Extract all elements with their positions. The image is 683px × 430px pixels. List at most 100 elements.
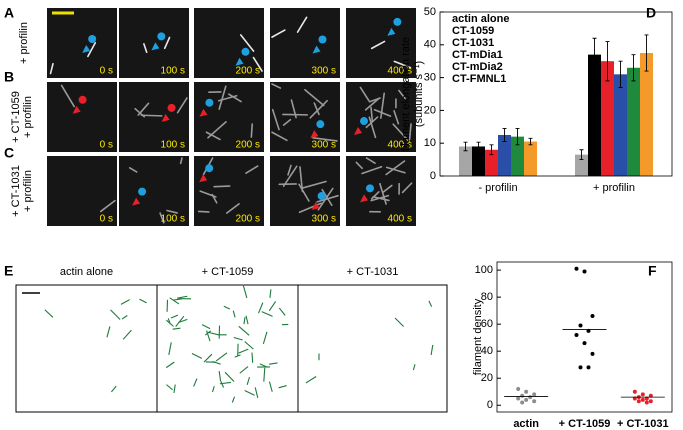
marker-arrow	[387, 27, 396, 36]
trace-filament	[246, 376, 251, 385]
filament	[372, 196, 390, 202]
filament	[166, 209, 178, 214]
filament	[408, 123, 412, 141]
y-axis-label: filament elongation rate	[400, 37, 412, 151]
trace-filament	[262, 331, 268, 345]
filament	[60, 84, 75, 108]
dot	[590, 351, 595, 356]
trace-filament	[173, 384, 176, 394]
dot	[574, 266, 579, 271]
y-tick-label: 0	[430, 170, 436, 182]
filament	[370, 194, 390, 202]
filament	[365, 157, 376, 164]
filament	[370, 106, 374, 123]
time-label: 100 s	[161, 214, 185, 225]
trace-filament	[278, 385, 287, 389]
trace-filament	[238, 348, 249, 354]
trace-filament	[234, 354, 241, 358]
trace-filament	[394, 317, 404, 327]
filament	[87, 41, 97, 58]
trace-filament	[203, 353, 213, 363]
dot	[516, 387, 521, 392]
dot	[532, 399, 537, 404]
filament	[225, 203, 240, 214]
y-tick-label: 50	[424, 6, 436, 18]
marker-dot	[157, 32, 166, 41]
y-tick-label: 20	[481, 372, 493, 384]
dot	[586, 365, 591, 370]
marker-dot	[393, 17, 402, 26]
trace-filament	[244, 341, 254, 350]
trace-filament	[428, 300, 433, 307]
filament	[228, 93, 242, 103]
filament	[213, 185, 231, 188]
row-label: + profilin	[18, 22, 30, 64]
filament	[218, 85, 227, 110]
marker-dot	[318, 35, 327, 44]
marker-arrow	[235, 57, 244, 66]
panel-letter: A	[4, 5, 14, 21]
error-bar	[515, 127, 520, 146]
filament	[385, 166, 406, 174]
trace-filament	[245, 315, 249, 325]
dot	[520, 393, 525, 398]
dot	[524, 389, 529, 394]
trace-filament	[111, 385, 117, 393]
dot	[640, 392, 645, 397]
filament	[287, 164, 292, 176]
filament	[290, 99, 297, 119]
marker-arrow	[161, 113, 170, 122]
row-label: + profilin	[22, 96, 34, 138]
filament	[296, 16, 308, 33]
filament	[368, 97, 381, 103]
dot	[574, 332, 579, 337]
marker-arrow	[354, 127, 363, 136]
filament	[316, 194, 339, 203]
time-label: 300 s	[312, 66, 336, 77]
x-tick-label: actin	[513, 418, 539, 430]
filament	[313, 102, 320, 116]
bar	[614, 74, 627, 176]
trace-title: + CT-1059	[202, 266, 254, 278]
trace-filament	[251, 352, 254, 363]
row-label: + CT-1031	[10, 165, 22, 217]
y-tick-label: 60	[481, 318, 493, 330]
filament	[401, 182, 413, 194]
trace-filament	[120, 299, 130, 305]
trace-filament	[193, 378, 198, 387]
bar	[459, 146, 472, 176]
marker-arrow	[310, 130, 319, 139]
time-label: 300 s	[312, 140, 336, 151]
dot	[590, 314, 595, 319]
filament	[271, 29, 286, 38]
filament	[49, 62, 54, 75]
panel-letter: C	[4, 145, 14, 161]
filament	[385, 160, 406, 176]
filament	[361, 165, 383, 175]
filament	[355, 161, 363, 170]
error-bar	[476, 141, 481, 152]
micrograph	[119, 8, 189, 78]
y-tick-label: 80	[481, 291, 493, 303]
trace-filament	[259, 363, 268, 368]
x-tick-label: + CT-1031	[617, 418, 669, 430]
trace-filament	[238, 325, 250, 336]
marker-dot	[138, 187, 147, 196]
dot	[520, 400, 525, 405]
filament	[176, 97, 188, 114]
trace-filament	[173, 298, 183, 301]
filament	[393, 60, 412, 69]
marker-dot	[167, 103, 176, 112]
trace-filament	[212, 360, 221, 365]
y-tick-label: 30	[424, 72, 436, 84]
trace-filament	[268, 381, 273, 392]
marker-dot	[365, 184, 374, 193]
bar	[485, 149, 498, 176]
filament	[245, 165, 259, 174]
trace-filament	[211, 386, 215, 393]
filament	[143, 43, 148, 54]
trace-filament	[165, 361, 175, 369]
error-bar	[579, 149, 584, 161]
bar	[472, 146, 485, 176]
error-bar	[605, 41, 610, 82]
